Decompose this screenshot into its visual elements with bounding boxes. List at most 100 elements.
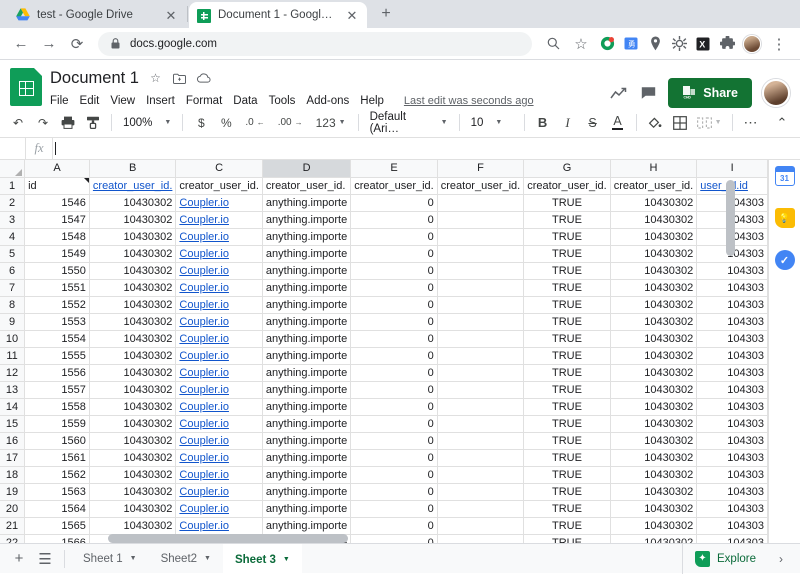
gear-icon[interactable]	[669, 34, 689, 54]
zoom-icon[interactable]	[540, 31, 566, 57]
cell-link[interactable]: Coupler.io	[179, 383, 229, 396]
cell[interactable]: creator_user_id.	[89, 177, 177, 195]
table-row[interactable]: 21 1565 10430302 Coupler.io anything.importe…	[0, 517, 768, 535]
cell[interactable]: TRUE	[523, 194, 611, 212]
cell[interactable]: 10430302	[610, 279, 698, 297]
cell[interactable]: 0	[350, 245, 438, 263]
cell[interactable]: 0	[350, 194, 438, 212]
cell[interactable]: 10430302	[89, 381, 177, 399]
cell[interactable]: anything.importe	[262, 279, 352, 297]
chevron-down-icon[interactable]: ▼	[282, 556, 290, 563]
excel-icon[interactable]: X	[693, 34, 713, 54]
borders-icon[interactable]	[668, 111, 692, 135]
cell[interactable]: Coupler.io	[175, 347, 263, 365]
cell[interactable]: 1552	[24, 296, 90, 314]
column-header-c[interactable]: C	[175, 160, 263, 178]
cell[interactable]: anything.importe	[262, 415, 352, 433]
cell[interactable]: anything.importe	[262, 398, 352, 416]
browser-tab-sheets[interactable]: Document 1 - Google Sheets ✕	[189, 2, 367, 28]
cell[interactable]: Coupler.io	[175, 296, 263, 314]
cell[interactable]: 1562	[24, 466, 90, 484]
row-header[interactable]: 11	[0, 347, 26, 365]
row-header[interactable]: 9	[0, 313, 26, 331]
puzzle-icon[interactable]	[717, 34, 737, 54]
star-icon[interactable]: ☆	[150, 71, 161, 85]
cell[interactable]: Coupler.io	[175, 262, 263, 280]
cell[interactable]: TRUE	[523, 347, 611, 365]
cell[interactable]: 10430302	[89, 262, 177, 280]
cell[interactable]: anything.importe	[262, 364, 352, 382]
cell[interactable]	[437, 534, 525, 543]
cell-link[interactable]: Coupler.io	[179, 366, 229, 379]
cell[interactable]: 10430302	[610, 194, 698, 212]
cell[interactable]: 0	[350, 330, 438, 348]
cell[interactable]: TRUE	[523, 483, 611, 501]
cell[interactable]: creator_user_id.	[262, 177, 352, 195]
cell-link[interactable]: Coupler.io	[179, 332, 229, 345]
cell[interactable]: 104303	[696, 466, 768, 484]
cell[interactable]: 10430302	[89, 228, 177, 246]
menu-help[interactable]: Help	[360, 94, 384, 107]
cell[interactable]	[437, 466, 525, 484]
row-header[interactable]: 7	[0, 279, 26, 297]
fill-color-icon[interactable]	[643, 111, 667, 135]
cell[interactable]: anything.importe	[262, 347, 352, 365]
row-header[interactable]: 18	[0, 466, 26, 484]
cell[interactable]: 104303	[696, 517, 768, 535]
cell[interactable]: TRUE	[523, 279, 611, 297]
sheets-app-logo[interactable]	[10, 68, 42, 106]
cell[interactable]: TRUE	[523, 466, 611, 484]
cell[interactable]: Coupler.io	[175, 211, 263, 229]
table-row[interactable]: 3 1547 10430302 Coupler.io anything.importe 0…	[0, 211, 768, 229]
cell[interactable]: Coupler.io	[175, 330, 263, 348]
cell[interactable]: 0	[350, 228, 438, 246]
cell[interactable]: 1557	[24, 381, 90, 399]
table-row[interactable]: 17 1561 10430302 Coupler.io anything.importe…	[0, 449, 768, 467]
cell[interactable]	[437, 194, 525, 212]
cell[interactable]: anything.importe	[262, 313, 352, 331]
cell[interactable]: 0	[350, 398, 438, 416]
cell[interactable]: 10430302	[610, 483, 698, 501]
cell-link[interactable]: Coupler.io	[179, 213, 229, 226]
font-size-selector[interactable]: 10 ▼	[466, 111, 518, 135]
cell[interactable]: 10430302	[89, 364, 177, 382]
cell-link[interactable]: Coupler.io	[179, 485, 229, 498]
zoom-selector[interactable]: 100% ▼	[118, 111, 176, 135]
cell[interactable]: Coupler.io	[175, 228, 263, 246]
share-button[interactable]: CHD Share	[668, 78, 752, 108]
cell-link[interactable]: Coupler.io	[179, 400, 229, 413]
table-row[interactable]: 8 1552 10430302 Coupler.io anything.importe 0…	[0, 296, 768, 314]
cell[interactable]: Coupler.io	[175, 194, 263, 212]
table-row[interactable]: 4 1548 10430302 Coupler.io anything.importe 0…	[0, 228, 768, 246]
tab-close-icon[interactable]: ✕	[346, 7, 358, 23]
cell[interactable]: 104303	[696, 398, 768, 416]
cell[interactable]: anything.importe	[262, 245, 352, 263]
browser-menu-icon[interactable]: ⋮	[771, 35, 787, 53]
cell[interactable]: id	[24, 177, 90, 195]
cell[interactable]: Coupler.io	[175, 500, 263, 518]
cell-link[interactable]: Coupler.io	[179, 417, 229, 430]
select-all-corner[interactable]	[0, 160, 26, 178]
cell[interactable]: 10430302	[89, 483, 177, 501]
cell[interactable]: 1547	[24, 211, 90, 229]
row-header[interactable]: 17	[0, 449, 26, 467]
cell-link[interactable]: Coupler.io	[179, 519, 229, 532]
table-row[interactable]: 20 1564 10430302 Coupler.io anything.importe…	[0, 500, 768, 518]
cell-link[interactable]: Coupler.io	[179, 230, 229, 243]
table-row[interactable]: 19 1563 10430302 Coupler.io anything.importe…	[0, 483, 768, 501]
cell[interactable]: TRUE	[523, 245, 611, 263]
row-header[interactable]: 4	[0, 228, 26, 246]
column-header-a[interactable]: A	[24, 160, 90, 178]
cell[interactable]: anything.importe	[262, 466, 352, 484]
cell[interactable]: 104303	[696, 483, 768, 501]
trends-icon[interactable]	[608, 83, 628, 103]
formula-input[interactable]	[52, 138, 800, 159]
cell[interactable]: 0	[350, 279, 438, 297]
cell[interactable]: 10430302	[610, 432, 698, 450]
more-options-button[interactable]: ⋯	[743, 114, 758, 130]
redo-icon[interactable]: ↷	[37, 115, 49, 130]
row-header[interactable]: 2	[0, 194, 26, 212]
cell[interactable]: 1555	[24, 347, 90, 365]
cell[interactable]	[437, 398, 525, 416]
explore-button[interactable]: ✦ Explore	[682, 543, 768, 574]
